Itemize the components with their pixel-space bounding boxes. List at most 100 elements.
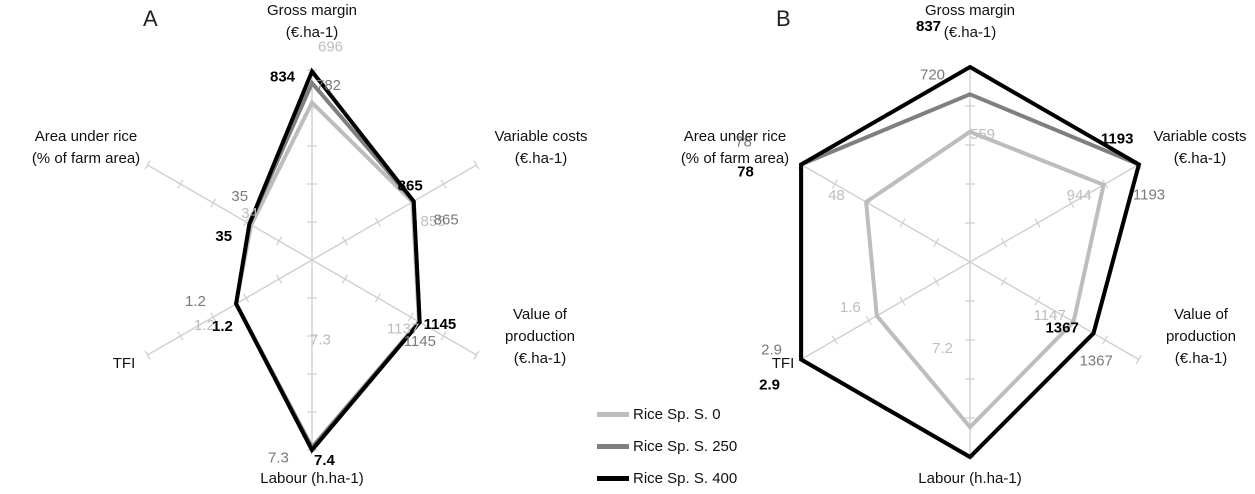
series-line-0 <box>234 99 421 451</box>
axis-label-line: Value of <box>1174 306 1229 323</box>
axis-tick <box>144 160 151 170</box>
data-label: 720 <box>920 66 945 83</box>
axis-label-line: Gross margin <box>267 2 357 19</box>
data-label: 8.5 <box>972 487 993 490</box>
data-label: 1.2 <box>212 318 233 335</box>
series-line-1 <box>234 79 422 451</box>
data-label: 834 <box>270 68 296 85</box>
axis-tick <box>899 218 906 228</box>
axis-label-line: (€.ha-1) <box>1174 150 1227 167</box>
radar-panel-a: Gross margin (€.ha-1) Variable costs (€.ha-… <box>32 2 588 487</box>
axis-tick <box>473 160 480 170</box>
axis-line <box>800 163 971 263</box>
axis-label: Gross margin (€.ha-1) <box>267 2 357 41</box>
axis-label-line: TFI <box>772 355 795 372</box>
axis-label: Labour (h.ha-1) <box>260 470 363 487</box>
axis-label: Variable costs (€.ha-1) <box>494 128 587 167</box>
data-label: 35 <box>231 188 248 205</box>
data-label: 1193 <box>1101 131 1134 148</box>
legend-swatch-400 <box>597 475 629 481</box>
legend-label-0: Rice Sp. S. 0 <box>633 405 721 423</box>
axis-label-line: production <box>505 328 575 345</box>
axis-tick <box>243 217 250 227</box>
axis-label: Area under rice (% of farm area) <box>681 128 789 167</box>
data-label: 7.4 <box>314 452 336 469</box>
axis-tick <box>144 350 151 360</box>
data-label: 865 <box>434 211 459 228</box>
axis-tick <box>933 276 940 287</box>
axis-tick <box>177 331 184 341</box>
series-line-2 <box>799 64 1142 460</box>
axis-tick <box>276 274 283 284</box>
axis-tick <box>276 236 283 246</box>
axis-tick <box>1135 354 1142 365</box>
axis-label-line: Area under rice <box>684 128 787 145</box>
series-line-0 <box>863 129 1106 431</box>
data-label: 1147 <box>1034 307 1066 324</box>
axis-tick <box>1000 237 1007 248</box>
data-label: 696 <box>318 39 343 56</box>
axis-label: Value of production (€.ha-1) <box>1166 306 1236 367</box>
axis-label-line: (€.ha-1) <box>286 24 339 41</box>
axis-tick <box>210 198 217 208</box>
axis-label-line: (€.ha-1) <box>1175 350 1228 367</box>
data-label: 944 <box>1067 187 1092 204</box>
axis-tick <box>1034 296 1041 306</box>
data-label: 78 <box>735 134 752 151</box>
axis-line <box>147 259 313 356</box>
legend-item-series-0: Rice Sp. S. 0 <box>597 398 737 430</box>
legend: Rice Sp. S. 0 Rice Sp. S. 250 Rice Sp. S… <box>597 398 737 494</box>
radar-panel-b: Gross margin (€.ha-1) Variable costs (€.ha-… <box>681 2 1247 490</box>
axis-line <box>147 164 313 261</box>
axis-label: Labour (h.ha-1) <box>918 470 1021 487</box>
axis-label-line: Variable costs <box>1153 128 1246 145</box>
axis-tick <box>440 331 447 341</box>
axis-tick <box>374 293 381 303</box>
axis-line <box>311 259 477 356</box>
data-label: 1367 <box>1079 352 1112 369</box>
data-label: 855 <box>420 213 445 230</box>
panel-letter-a: A <box>143 6 158 31</box>
axis-line <box>311 164 477 261</box>
data-label: 34 <box>241 205 258 222</box>
axis-line <box>969 261 1140 361</box>
axis-tick <box>243 293 250 303</box>
axis-tick <box>899 296 906 306</box>
axis-label-line: Variable costs <box>494 128 587 145</box>
data-label: 2.9 <box>761 342 782 359</box>
legend-label-250: Rice Sp. S. 250 <box>633 437 738 455</box>
axis-label-line: TFI <box>113 355 136 372</box>
axis-label-line: production <box>1166 328 1236 345</box>
data-label: 78 <box>737 164 754 181</box>
axis-tick <box>177 179 184 189</box>
axis-tick <box>341 274 348 284</box>
axis-label-line: (% of farm area) <box>32 150 140 167</box>
axis-label: Value of production (€.ha-1) <box>505 306 575 367</box>
data-label: 1367 <box>1045 319 1078 336</box>
legend-swatch-250 <box>597 443 629 449</box>
axis-tick <box>1068 198 1075 209</box>
axis-tick <box>865 315 872 326</box>
axis-tick <box>933 237 940 248</box>
axis-tick <box>374 217 381 227</box>
axis-label-line: (€.ha-1) <box>515 150 568 167</box>
legend-item-series-400: Rice Sp. S. 400 <box>597 462 737 494</box>
axis-tick <box>1034 218 1041 228</box>
legend-swatch-0 <box>597 411 629 417</box>
axis-label: Variable costs (€.ha-1) <box>1153 128 1246 167</box>
axis-label-line: (€.ha-1) <box>944 24 997 41</box>
axis-line <box>969 163 1140 263</box>
axis-label: TFI <box>113 355 136 372</box>
series-line-2 <box>234 67 422 454</box>
axis-tick <box>831 179 838 189</box>
axis-line <box>800 261 971 361</box>
legend-item-series-250: Rice Sp. S. 250 <box>597 430 737 462</box>
axis-tick <box>407 312 414 322</box>
axis-label: TFI <box>772 355 795 372</box>
panel-letter-b: B <box>776 6 791 31</box>
axis-tick <box>831 335 838 345</box>
axis-label-line: Labour (h.ha-1) <box>918 470 1021 487</box>
axis-tick <box>341 236 348 246</box>
